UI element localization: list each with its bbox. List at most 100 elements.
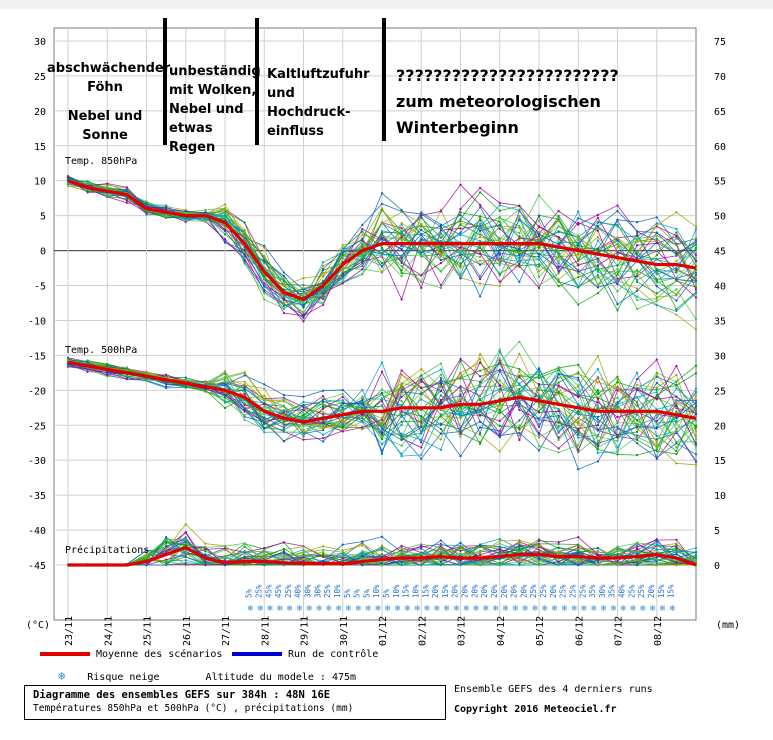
left-tick-label: -35 xyxy=(28,491,46,502)
precip-member-point xyxy=(223,554,227,558)
precip-member-point xyxy=(537,556,541,559)
t850-member-point xyxy=(459,231,462,234)
t500-member-point xyxy=(86,370,89,373)
t850-member-point xyxy=(498,284,501,287)
precip-member-point xyxy=(263,549,266,552)
label-temp-850: Temp. 850hPa xyxy=(65,156,137,167)
precip-member-point xyxy=(145,556,148,559)
t500-member-point xyxy=(616,439,619,442)
left-tick-label: 30 xyxy=(34,37,46,48)
t850-member-point xyxy=(420,244,423,248)
t500-member-point xyxy=(518,431,521,434)
t500-member-point xyxy=(694,399,698,402)
t850-member-point xyxy=(675,276,678,279)
t500-member-point xyxy=(694,408,698,411)
t850-member-point xyxy=(361,233,364,236)
t500-member-point xyxy=(675,462,678,465)
t500-member-point xyxy=(537,425,541,429)
t850-member-point xyxy=(675,244,678,247)
t500-member-point xyxy=(341,430,344,433)
t850-member-point xyxy=(479,191,482,194)
t850-member-point xyxy=(302,287,305,290)
precip-member-point xyxy=(322,548,325,551)
t500-member-point xyxy=(537,423,541,426)
t850-member-point xyxy=(263,285,266,288)
precip-member-point xyxy=(380,549,384,552)
t850-member-point xyxy=(694,248,698,251)
precip-member-point xyxy=(459,541,462,544)
precip-member-point xyxy=(675,545,678,548)
annotation-text: mit Wolken, xyxy=(169,83,257,98)
annotation-text: etwas Regen xyxy=(169,121,216,155)
t850-member-point xyxy=(341,269,344,272)
t500-member-point xyxy=(537,436,541,439)
t500-member-point xyxy=(400,438,403,442)
precip-member-point xyxy=(557,547,560,550)
t500-member-point xyxy=(420,426,423,429)
t850-member-point xyxy=(361,260,364,263)
t500-member-point xyxy=(420,374,423,377)
t850-member-point xyxy=(616,280,619,283)
annotation-text: Hochdruck- xyxy=(267,105,351,120)
t500-member-point xyxy=(596,354,599,358)
snowflake-icon: ❄ xyxy=(336,604,342,614)
x-tick-label: 08/12 xyxy=(653,616,664,646)
t850-member-point xyxy=(479,216,482,220)
snowflake-icon: ❄ xyxy=(326,604,332,614)
right-tick-label: 50 xyxy=(714,212,726,223)
snowflake-icon: ❄ xyxy=(513,604,519,614)
right-tick-label: 55 xyxy=(714,177,726,188)
t500-member-point xyxy=(498,369,501,372)
precip-member-point xyxy=(577,536,580,539)
t850-member-point xyxy=(459,249,462,252)
t500-member-point xyxy=(518,399,521,402)
t850-member-point xyxy=(420,251,423,254)
t500-member-point xyxy=(675,446,678,449)
t500-member-point xyxy=(479,420,482,423)
precip-member-point xyxy=(165,560,168,563)
t850-member-point xyxy=(518,264,521,268)
t850-member-point xyxy=(537,263,541,266)
t500-member-point xyxy=(223,391,227,395)
t500-member-point xyxy=(322,427,325,430)
t500-member-point xyxy=(498,429,501,432)
ensemble-info: Ensemble GEFS des 4 derniers runs xyxy=(454,684,653,695)
t500-member-point xyxy=(694,403,698,406)
t850-member-point xyxy=(439,262,442,265)
t850-member-point xyxy=(675,235,678,238)
t500-member-point xyxy=(361,428,364,431)
precip-member-point xyxy=(361,549,364,553)
precip-member-point xyxy=(498,550,501,553)
snowflake-icon: ❄ xyxy=(58,669,66,683)
t500-member-point xyxy=(282,409,285,413)
t500-member-point xyxy=(145,372,148,375)
precip-member-point xyxy=(184,559,187,562)
t500-member-point xyxy=(636,395,639,399)
snow-risk-value: 25% xyxy=(578,584,587,598)
t850-member-point xyxy=(479,278,482,281)
snow-risk-value: 15% xyxy=(657,584,666,598)
t500-member-point xyxy=(263,399,266,403)
t500-member-point xyxy=(498,348,501,351)
t850-member-point xyxy=(596,248,599,251)
snowflake-icon: ❄ xyxy=(542,604,548,614)
precip-member-point xyxy=(616,552,619,555)
snowflake-icon: ❄ xyxy=(660,604,666,614)
t850-member-point xyxy=(479,259,482,262)
t850-member-point xyxy=(282,299,285,302)
snow-risk-value: 5% xyxy=(353,588,362,598)
t500-member-point xyxy=(341,408,344,411)
t500-member-point xyxy=(498,434,501,437)
t500-member-point xyxy=(400,391,403,394)
t500-member-point xyxy=(184,385,187,389)
t850-member-point xyxy=(636,275,639,278)
t850-member-point xyxy=(636,268,639,272)
t850-member-point xyxy=(282,278,285,281)
annotation-text: und xyxy=(267,86,295,101)
t850-member-point xyxy=(341,271,344,274)
t500-member-point xyxy=(302,424,305,427)
precip-member-point xyxy=(675,538,678,541)
t850-member-point xyxy=(439,236,442,239)
t850-member-point xyxy=(380,222,384,225)
t850-member-point xyxy=(655,304,658,307)
